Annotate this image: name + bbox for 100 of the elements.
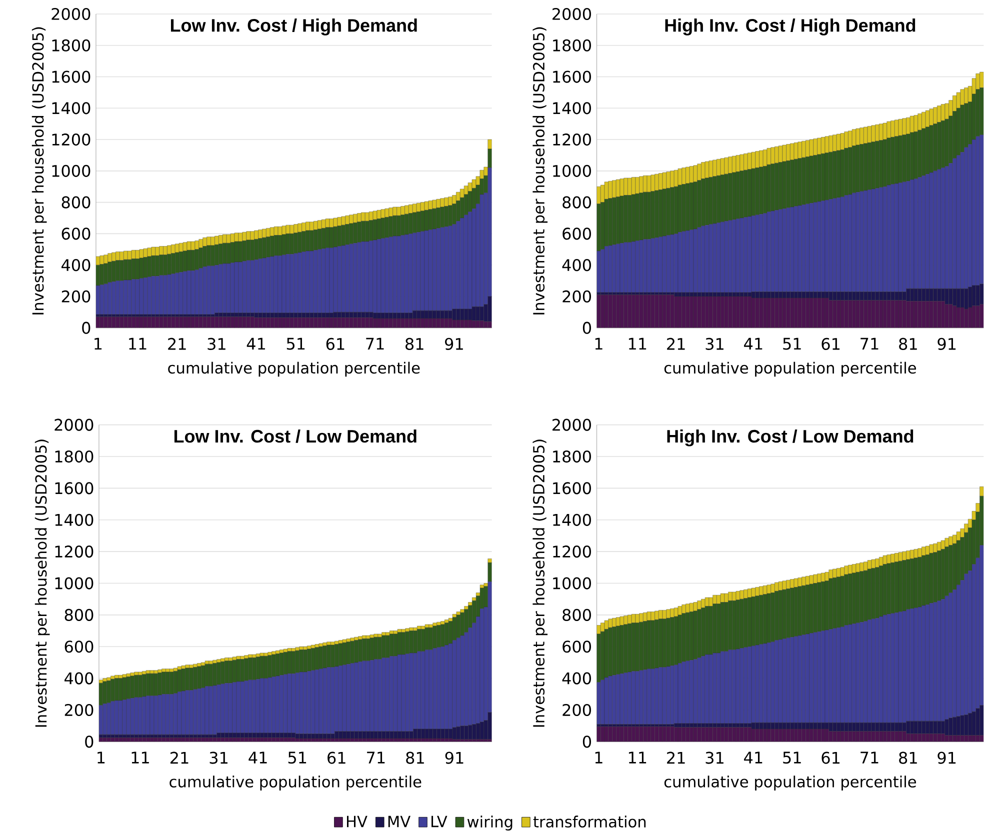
y-tick-label: 1600 [553,70,591,83]
bar [122,738,127,742]
bar [177,738,182,742]
x-tick-label: 61 [328,752,346,764]
y-tick-label: 200 [62,290,90,303]
bar [612,726,616,742]
bar [135,316,140,328]
bar [662,726,666,742]
chart-title: Low Inv. Cost / Low Demand [174,430,416,444]
x-tick-label: 11 [132,752,149,764]
x-axis-title: cumulative population percentile [168,362,420,377]
bar [670,726,674,742]
y-tick-label: 1000 [52,165,90,178]
bar [620,726,624,742]
y-tick-label: 600 [64,640,94,653]
bar [181,738,186,742]
x-tick-label: 61 [822,752,840,764]
bar [147,316,152,328]
y-tick-label: 1000 [553,577,591,590]
bar [185,738,190,742]
bar [828,300,833,328]
y-tick-label: 1600 [553,482,591,494]
legend-label: MV [388,816,410,828]
legend-label: transformation [533,816,646,828]
bar [222,316,227,328]
bar [186,316,192,328]
chart-title: High Inv. Cost / Low Demand [667,430,914,446]
bar [114,738,119,742]
x-tick-label: 71 [367,752,385,764]
bar [208,738,213,742]
bar [604,726,608,742]
x-tick-label: 21 [170,752,188,764]
y-tick-label: 600 [562,228,591,240]
bar [639,726,644,742]
x-tick-label: 21 [667,752,685,764]
bar [628,726,632,742]
x-tick-label: 1 [595,338,602,350]
bar [106,738,111,742]
y-tick-label: 2000 [54,418,94,432]
x-tick-label: 81 [899,338,917,350]
bar [120,316,124,328]
bar [100,316,104,328]
legend-label: HV [346,816,368,828]
x-axis-title: cumulative population percentile [664,776,916,791]
y-tick-label: 400 [64,672,94,685]
x-tick-label: 51 [288,752,306,764]
x-tick-label: 51 [783,752,801,764]
bar [189,738,194,742]
bar [234,316,239,328]
y-tick-label: 800 [62,196,90,209]
x-tick-label: 21 [168,338,186,350]
bar [635,726,640,742]
bar [204,738,210,742]
bar [238,316,243,328]
bar [210,316,215,328]
x-tick-label: 71 [366,338,384,350]
x-tick-label: 81 [899,752,917,764]
bar [139,316,144,328]
bar [190,316,196,328]
bar [175,316,180,328]
x-tick-label: 11 [628,752,646,764]
bar [170,738,174,742]
bar [964,309,968,328]
y-tick-label: 1000 [553,165,591,178]
bar [110,738,115,742]
y-tick-label: 400 [62,259,90,272]
bar [197,738,202,742]
y-axis-title: Investment per household (USD2005) [34,440,50,727]
bar [206,316,211,328]
bar [155,316,160,328]
y-tick-label: 1400 [52,102,90,114]
y-tick-label: 1200 [55,546,94,558]
y-tick-label: 200 [562,704,591,716]
x-tick-label: 91 [445,752,464,764]
bar [250,316,254,328]
y-tick-label: 800 [562,609,591,622]
bar [242,316,246,328]
y-tick-label: 1600 [55,482,94,494]
x-axis-title: cumulative population percentile [170,776,422,791]
bar [194,316,199,328]
bar [956,308,960,328]
x-tick-label: 91 [938,752,956,764]
y-tick-label: 2000 [552,8,591,20]
y-tick-label: 2000 [52,8,90,20]
y-tick-label: 200 [64,704,94,716]
bar [124,316,128,328]
x-tick-label: 11 [129,338,146,350]
bar [128,316,132,328]
bar [102,738,107,742]
x-tick-label: 61 [822,338,840,350]
bar [150,738,154,742]
legend-label: wiring [467,816,512,831]
bar [624,726,628,742]
x-tick-label: 41 [248,752,267,764]
y-axis-title: Investment per household (USD2005) [532,440,548,727]
y-tick-label: 1200 [553,546,591,558]
x-tick-label: 1 [94,338,102,350]
bar [650,726,655,742]
y-tick-label: 1600 [52,70,90,83]
x-tick-label: 61 [326,338,344,350]
